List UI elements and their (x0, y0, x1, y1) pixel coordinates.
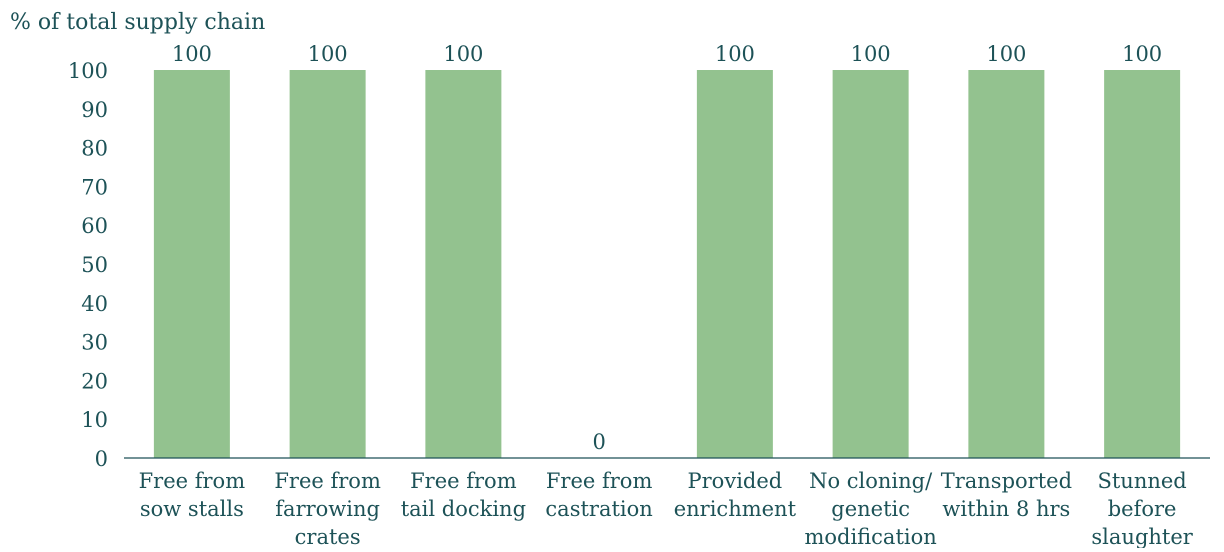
x-tick-label: within 8 hrs (942, 497, 1070, 521)
y-axis-title: % of total supply chain (10, 10, 265, 35)
data-label: 100 (443, 42, 483, 66)
data-label: 100 (308, 42, 348, 66)
x-tick-label: crates (295, 525, 361, 548)
x-tick-label: modification (804, 525, 936, 548)
bar (289, 70, 366, 458)
x-tick-label: slaughter (1091, 525, 1193, 548)
x-tick-label: tail docking (401, 497, 526, 521)
x-tick-label: enrichment (674, 497, 797, 521)
x-tick-label: Transported (941, 469, 1072, 493)
x-tick-label: Stunned (1097, 469, 1186, 493)
x-tick-label: sow stalls (140, 497, 244, 521)
x-tick-label: Provided (688, 469, 783, 493)
bar (425, 70, 502, 458)
data-label: 0 (592, 430, 605, 454)
y-tick-label: 80 (81, 137, 108, 161)
y-tick-label: 30 (81, 331, 108, 355)
bar (1104, 70, 1181, 458)
y-tick-label: 0 (95, 447, 108, 471)
x-tick-label: before (1108, 497, 1177, 521)
bar (832, 70, 909, 458)
x-tick-label: castration (545, 497, 652, 521)
data-label: 100 (715, 42, 755, 66)
y-tick-label: 60 (81, 214, 108, 238)
bar (696, 70, 773, 458)
x-tick-label: No cloning/ (809, 469, 933, 493)
y-axis: 0 10 20 30 40 50 60 70 80 90 100 (68, 59, 108, 471)
y-tick-label: 50 (81, 253, 108, 277)
y-tick-label: 10 (81, 408, 108, 432)
bar (153, 70, 230, 458)
x-tick-label: farrowing (275, 497, 380, 521)
x-tick-label: Free from (546, 469, 653, 493)
data-label: 100 (851, 42, 891, 66)
data-label: 100 (1122, 42, 1162, 66)
x-tick-label: genetic (831, 497, 910, 521)
bar (968, 70, 1045, 458)
data-label: 100 (172, 42, 212, 66)
y-tick-label: 20 (81, 369, 108, 393)
y-tick-label: 70 (81, 175, 108, 199)
x-axis: Free from sow stalls Free from farrowing cra… (139, 469, 1194, 549)
y-tick-label: 90 (81, 98, 108, 122)
data-labels: 100 100 100 0 100 100 100 100 (172, 42, 1162, 454)
y-tick-label: 100 (68, 59, 108, 83)
x-tick-label: Free from (410, 469, 517, 493)
y-tick-label: 40 (81, 292, 108, 316)
x-tick-label: Free from (274, 469, 381, 493)
x-tick-label: Free from (139, 469, 246, 493)
bars (153, 70, 1181, 458)
data-label: 100 (986, 42, 1026, 66)
